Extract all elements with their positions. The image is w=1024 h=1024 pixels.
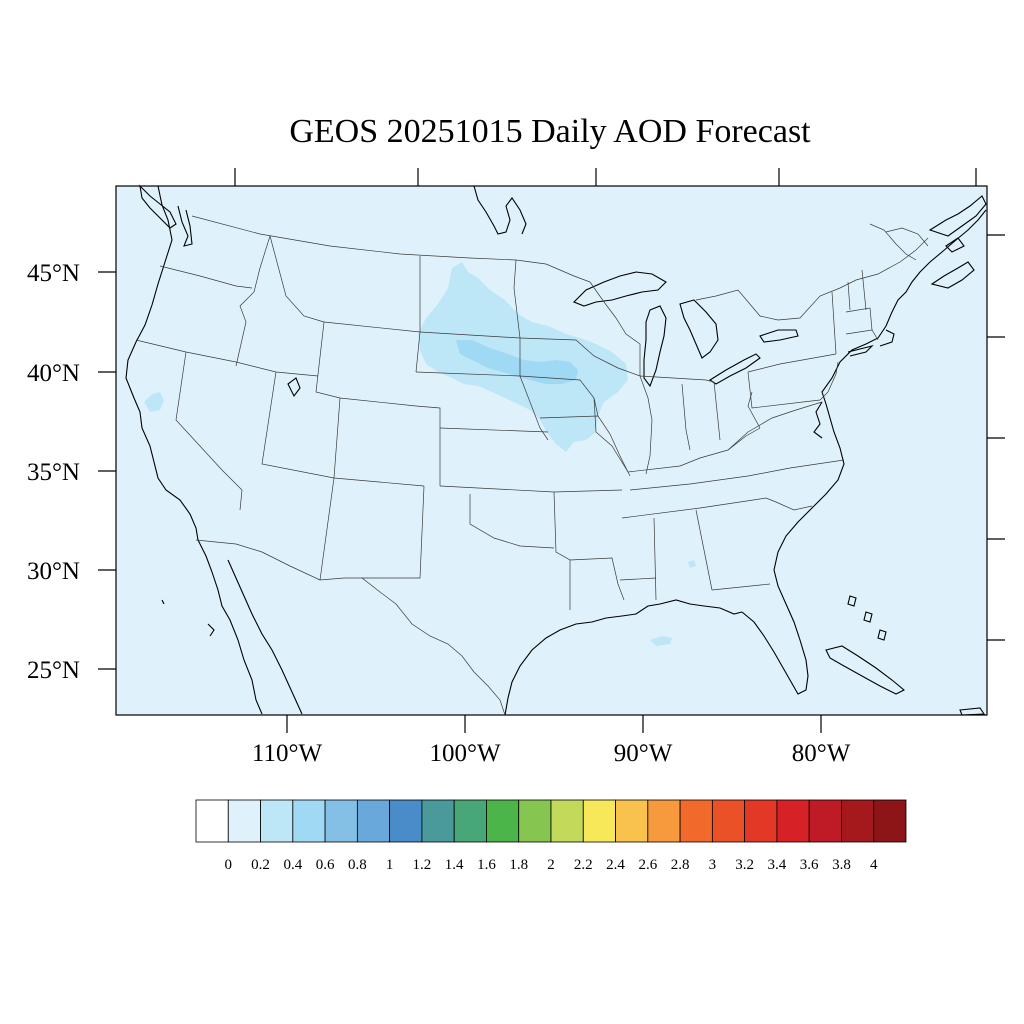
lon-label: 100°W	[429, 740, 500, 767]
lat-label: 30°N	[27, 558, 80, 585]
colorbar-swatch	[389, 799, 423, 843]
lat-label: 40°N	[27, 360, 80, 387]
colorbar-swatch	[679, 799, 713, 843]
colorbar-label: 3.2	[735, 857, 754, 873]
map-panel: 45°N 40°N 35°N 30°N 25°N 110°W 100°W 90°…	[27, 168, 1005, 767]
colorbar-label: 1.4	[445, 857, 464, 873]
colorbar-swatch	[744, 799, 778, 843]
colorbar-labels: 0 0.2 0.4 0.6 0.8 1 1.2 1.4 1.6 1.8 2 2.2 2.4 2.6 2.8 3…	[225, 857, 878, 873]
colorbar-label: 0.8	[348, 857, 367, 873]
colorbar-swatch	[486, 799, 520, 843]
colorbar-swatch	[324, 799, 358, 843]
lat-label: 25°N	[27, 657, 80, 684]
colorbar-swatch	[421, 799, 455, 843]
colorbar-swatch	[808, 799, 842, 843]
top-ticks	[234, 168, 977, 186]
colorbar-label: 1.8	[509, 857, 528, 873]
colorbar-label: 2.2	[574, 857, 593, 873]
aod-patch-alabama	[688, 560, 696, 568]
colorbar-swatch	[582, 799, 616, 843]
aod-plume-low	[418, 262, 628, 452]
lon-label: 110°W	[252, 740, 323, 767]
colorbar-swatch	[356, 799, 391, 843]
state-borders	[135, 215, 929, 716]
colorbar-label: 2.4	[606, 857, 625, 873]
left-ticks	[98, 271, 116, 670]
colorbar-swatch	[873, 799, 907, 843]
colorbar-label: 1.6	[477, 857, 496, 873]
latitude-labels: 45°N 40°N 35°N 30°N 25°N	[27, 260, 80, 684]
aod-patch-gulf	[650, 636, 672, 646]
colorbar-label: 0.6	[316, 857, 335, 873]
colorbar-label: 3	[709, 857, 717, 873]
right-ticks	[987, 234, 1005, 641]
colorbar-swatch	[647, 799, 681, 843]
aod-plume-core	[456, 340, 578, 384]
colorbar-swatch	[453, 799, 487, 843]
colorbar-swatch	[195, 799, 229, 843]
map-title: GEOS 20251015 Daily AOD Forecast	[289, 113, 811, 150]
colorbar-swatch	[776, 799, 810, 843]
colorbar-label: 3.4	[768, 857, 787, 873]
colorbar-swatch	[550, 799, 584, 843]
colorbar-swatch	[615, 799, 649, 843]
lon-label: 80°W	[792, 740, 851, 767]
map-background	[116, 186, 987, 715]
map-frame	[115, 185, 988, 716]
colorbar-label: 3.8	[832, 857, 851, 873]
colorbar-label: 2.6	[638, 857, 657, 873]
colorbar-swatch	[260, 799, 294, 843]
colorbar-swatch	[518, 799, 552, 843]
colorbar	[195, 799, 907, 843]
colorbar-swatch	[841, 799, 875, 843]
colorbar-label: 3.6	[800, 857, 819, 873]
colorbar-swatch	[711, 799, 746, 843]
colorbar-label: 4	[870, 857, 878, 873]
colorbar-label: 1	[386, 857, 394, 873]
colorbar-label: 2	[547, 857, 555, 873]
colorbar-label: 0.4	[283, 857, 302, 873]
colorbar-swatch	[227, 799, 261, 843]
lon-label: 90°W	[614, 740, 673, 767]
colorbar-label: 2.8	[671, 857, 690, 873]
aod-patch-california	[144, 392, 164, 412]
longitude-labels: 110°W 100°W 90°W 80°W	[252, 740, 851, 767]
coastlines	[125, 184, 987, 716]
colorbar-label: 0	[225, 857, 233, 873]
bottom-ticks	[286, 715, 822, 733]
lat-label: 45°N	[27, 260, 80, 287]
colorbar-label: 1.2	[413, 857, 432, 873]
colorbar-label: 0.2	[251, 857, 270, 873]
colorbar-swatch	[292, 799, 326, 843]
lat-label: 35°N	[27, 459, 80, 486]
